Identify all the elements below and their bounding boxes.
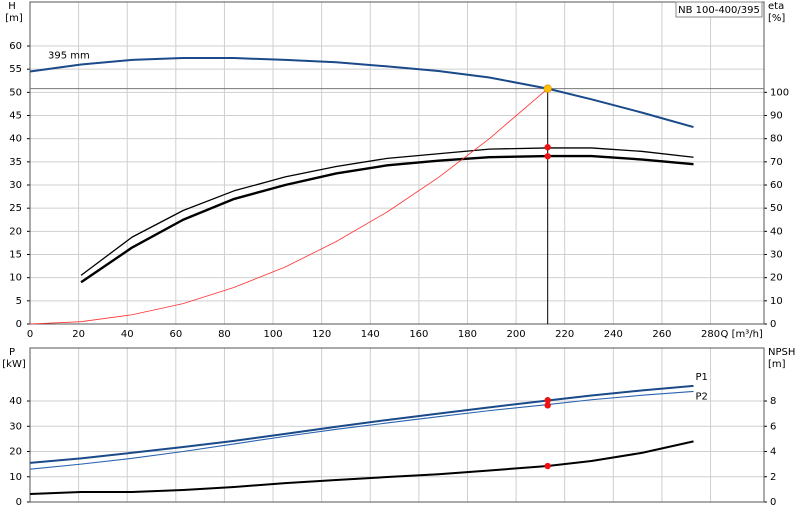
x-tick-label: 20 bbox=[72, 329, 85, 340]
y2-axis-unit: [%] bbox=[768, 13, 785, 24]
y-tick-label: 60 bbox=[9, 41, 22, 52]
y2-tick-label: 70 bbox=[770, 157, 783, 168]
x-tick-label: 220 bbox=[555, 329, 574, 340]
y2-tick-label: 100 bbox=[770, 87, 789, 98]
y2-tick-label: 60 bbox=[770, 180, 783, 191]
point-marker bbox=[544, 462, 551, 470]
y-tick-label: 35 bbox=[9, 157, 22, 168]
y2-axis-unit: [m] bbox=[768, 359, 786, 370]
y2-tick-label: 0 bbox=[770, 319, 776, 330]
y2-tick-label: 0 bbox=[770, 497, 776, 508]
y-tick-label: 20 bbox=[9, 226, 22, 237]
y2-tick-label: 6 bbox=[770, 421, 776, 432]
y-axis-unit: [kW] bbox=[2, 359, 26, 370]
y-tick-label: 30 bbox=[9, 421, 22, 432]
x-tick-label: 240 bbox=[604, 329, 623, 340]
title-box bbox=[675, 1, 763, 18]
series-line bbox=[29, 384, 694, 464]
y-axis-label: P bbox=[9, 347, 15, 358]
x-tick-label: 280 bbox=[701, 329, 720, 340]
y-tick-label: 5 bbox=[16, 296, 22, 307]
y2-tick-label: 20 bbox=[770, 273, 783, 284]
point-marker bbox=[544, 144, 551, 151]
x-tick-label: 0 bbox=[27, 329, 33, 340]
y-tick-label: 50 bbox=[9, 87, 22, 98]
plot-frame bbox=[29, 1, 765, 325]
y2-tick-label: 90 bbox=[770, 111, 783, 122]
y2-tick-label: 40 bbox=[770, 226, 783, 237]
plot-area bbox=[30, 2, 764, 324]
x-tick-label: 140 bbox=[361, 329, 380, 340]
x-tick-label: 260 bbox=[652, 329, 671, 340]
y-tick-label: 25 bbox=[9, 203, 22, 214]
y-tick-label: 10 bbox=[9, 472, 22, 483]
x-tick-label: 60 bbox=[169, 329, 182, 340]
y-tick-label: 45 bbox=[9, 111, 22, 122]
y-tick-label: 0 bbox=[16, 319, 22, 330]
x-tick-label: 80 bbox=[218, 329, 231, 340]
x-axis-label: Q [m³/h] bbox=[721, 329, 763, 340]
series-label: P1 bbox=[696, 372, 708, 383]
x-tick-label: 40 bbox=[121, 329, 134, 340]
y-tick-label: 20 bbox=[9, 447, 22, 458]
y-tick-label: 0 bbox=[16, 497, 22, 508]
point-marker bbox=[544, 153, 551, 160]
series-line bbox=[29, 88, 548, 325]
y2-tick-label: 2 bbox=[770, 472, 776, 483]
chart-title: NB 100-400/395 bbox=[678, 5, 760, 16]
series-line bbox=[29, 440, 694, 496]
point-marker bbox=[544, 402, 551, 409]
x-tick-label: 200 bbox=[507, 329, 526, 340]
x-tick-label: 180 bbox=[458, 329, 477, 340]
series-line bbox=[80, 154, 694, 284]
series-label: P2 bbox=[696, 391, 708, 402]
y-tick-label: 10 bbox=[9, 273, 22, 284]
y-tick-label: 30 bbox=[9, 180, 22, 191]
x-tick-label: 100 bbox=[263, 329, 282, 340]
point-marker bbox=[544, 397, 551, 404]
y2-tick-label: 8 bbox=[770, 396, 776, 407]
y-tick-label: 15 bbox=[9, 250, 22, 261]
y-tick-label: 55 bbox=[9, 64, 22, 75]
y2-tick-label: 50 bbox=[770, 203, 783, 214]
operating-point bbox=[543, 84, 552, 93]
y-tick-label: 40 bbox=[9, 396, 22, 407]
series-line bbox=[80, 147, 694, 276]
series-label: 395 mm bbox=[48, 50, 90, 61]
y2-tick-label: 30 bbox=[770, 250, 783, 261]
y2-tick-label: 4 bbox=[770, 447, 776, 458]
series-line bbox=[29, 390, 694, 470]
x-tick-label: 160 bbox=[409, 329, 428, 340]
plot-frame bbox=[29, 347, 765, 503]
y2-tick-label: 80 bbox=[770, 134, 783, 145]
x-tick-label: 120 bbox=[312, 329, 331, 340]
y-axis-label: H bbox=[8, 1, 16, 12]
y-axis-unit: [m] bbox=[5, 13, 23, 24]
y-tick-label: 40 bbox=[9, 134, 22, 145]
y2-axis-label: NPSH bbox=[768, 347, 795, 358]
series-line bbox=[29, 57, 694, 129]
y2-axis-label: eta bbox=[768, 1, 784, 12]
y2-tick-label: 10 bbox=[770, 296, 783, 307]
plot-area bbox=[30, 348, 764, 502]
